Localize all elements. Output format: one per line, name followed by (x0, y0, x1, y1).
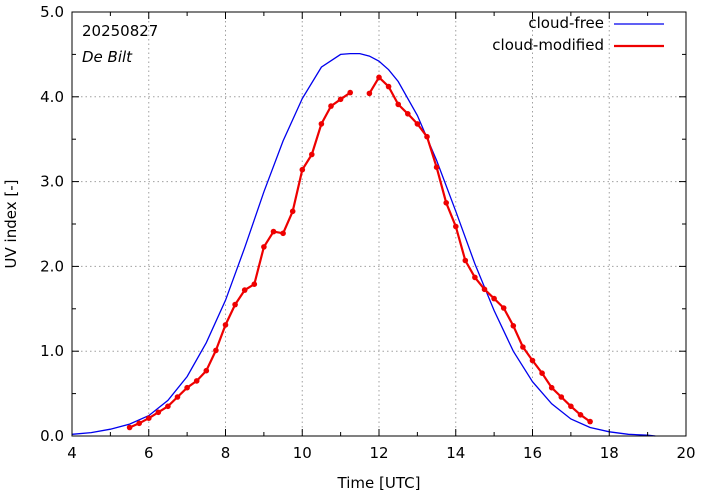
grid-lines (72, 12, 686, 436)
cloud-modified-point (280, 230, 286, 237)
cloud-modified-point (395, 101, 402, 108)
x-tick-label: 4 (67, 444, 77, 462)
cloud-modified-point (126, 424, 133, 431)
axis-ticks: 4 6 8 10 12 14 16 18 20 0.0 1.0 2.0 3.0 4.0 5.0 (40, 3, 695, 462)
y-tick-label: 3.0 (40, 173, 64, 191)
x-tick-label: 18 (600, 444, 619, 462)
cloud-modified-point (472, 274, 478, 281)
cloud-modified-point (577, 412, 584, 418)
cloud-modified-point (366, 90, 373, 97)
legend: cloud-free cloud-modified (492, 14, 664, 54)
cloud-modified-point (462, 257, 469, 264)
x-tick-label: 16 (523, 444, 542, 462)
legend-label-cloud-free: cloud-free (528, 14, 604, 32)
y-tick-label: 5.0 (40, 3, 64, 21)
cloud-modified-point (500, 305, 507, 311)
series-layer (71, 52, 656, 437)
cloud-modified-point (433, 164, 440, 170)
x-tick-label: 20 (676, 444, 695, 462)
cloud-modified-point (213, 347, 219, 354)
cloud-modified-point (385, 83, 392, 90)
x-axis-label: Time [UTC] (337, 474, 421, 492)
cloud-modified-point (529, 357, 536, 364)
cloud-modified-point (251, 281, 258, 288)
series-cloud-free-line (71, 52, 656, 437)
cloud-modified-point (424, 133, 430, 140)
cloud-modified-point (270, 228, 277, 235)
x-tick-label: 14 (446, 444, 465, 462)
cloud-modified-point (453, 223, 459, 230)
cloud-modified-point (328, 103, 334, 109)
cloud-modified-point (405, 111, 411, 117)
cloud-modified-point (203, 367, 210, 374)
cloud-modified-point (347, 89, 354, 96)
cloud-modified-point (261, 244, 267, 250)
cloud-modified-point (146, 415, 152, 422)
cloud-modified-point (587, 418, 593, 425)
cloud-modified-point (222, 322, 229, 328)
y-tick-label: 4.0 (40, 88, 64, 106)
cloud-modified-point (155, 409, 162, 416)
date-annotation: 20250827 (82, 22, 158, 40)
cloud-modified-point (289, 208, 296, 215)
series-cloud-modified-line (368, 76, 591, 423)
cloud-modified-point (443, 200, 450, 206)
cloud-modified-point (337, 96, 344, 103)
x-tick-label: 12 (369, 444, 388, 462)
cloud-modified-point (491, 295, 497, 302)
station-annotation: De Bilt (82, 48, 133, 66)
cloud-modified-point (136, 420, 142, 427)
cloud-modified-point (510, 323, 517, 329)
legend-label-cloud-modified: cloud-modified (492, 36, 604, 54)
y-axis-label: UV index [-] (2, 180, 20, 269)
cloud-modified-point (232, 301, 238, 308)
cloud-modified-point (184, 384, 190, 391)
x-tick-label: 10 (293, 444, 312, 462)
cloud-modified-point (520, 344, 526, 350)
x-tick-label: 6 (144, 444, 154, 462)
cloud-modified-point (568, 403, 574, 410)
x-tick-label: 8 (221, 444, 231, 462)
cloud-modified-point (309, 151, 315, 158)
cloud-modified-point (299, 166, 306, 173)
cloud-modified-point (241, 287, 248, 293)
cloud-modified-point (414, 121, 421, 127)
cloud-modified-point (174, 394, 181, 400)
y-tick-label: 1.0 (40, 342, 64, 360)
y-tick-label: 2.0 (40, 257, 64, 275)
cloud-modified-point (165, 403, 171, 410)
cloud-modified-point (481, 286, 488, 293)
cloud-modified-point (558, 394, 565, 400)
cloud-modified-point (548, 384, 555, 391)
cloud-modified-point (376, 74, 382, 81)
cloud-modified-point (539, 370, 545, 377)
cloud-modified-point (318, 121, 325, 127)
cloud-modified-point (193, 378, 200, 384)
y-tick-label: 0.0 (40, 427, 64, 445)
